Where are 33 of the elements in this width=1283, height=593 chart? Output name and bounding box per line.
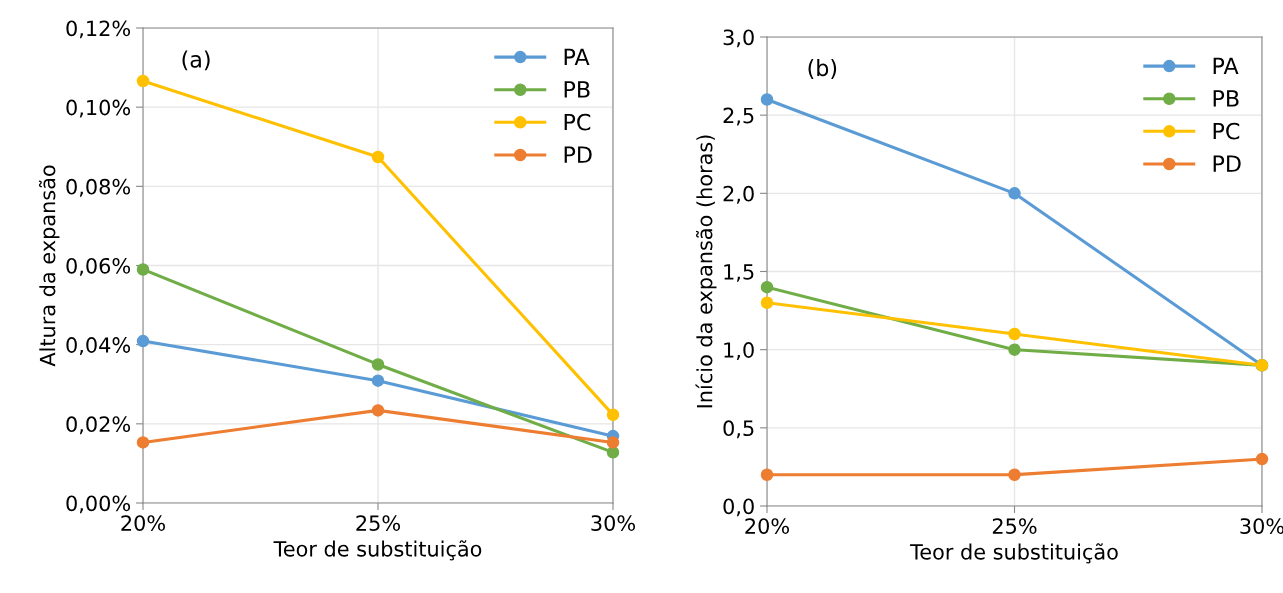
y-tick-label: 0,10%: [66, 99, 131, 118]
x-axis-title: Teor de substituição: [910, 543, 1118, 564]
legend-label: PB: [564, 81, 590, 98]
annotation: (b): [808, 59, 837, 79]
y-tick-label: 1,5: [724, 264, 754, 282]
legend-label: PC: [1213, 122, 1240, 140]
x-axis-title: Teor de substituição: [273, 540, 482, 561]
y-tick-label: 2,0: [723, 185, 754, 204]
y-tick-label: 0,04%: [66, 337, 131, 355]
y-tick-label: 0,5: [723, 420, 754, 439]
x-tick-label: 25%: [356, 515, 400, 531]
legend-label: PC: [564, 113, 591, 131]
y-tick-label: 0,12%: [66, 20, 131, 39]
y-tick-label: 0,02%: [66, 416, 131, 435]
legend-label: PA: [1213, 57, 1239, 74]
x-tick-label: 20%: [745, 518, 789, 534]
x-tick-label: 20%: [121, 515, 165, 531]
y-axis-title: Altura da expansão: [38, 165, 60, 367]
legend-label: PA: [564, 48, 590, 65]
x-tick-label: 25%: [992, 518, 1037, 534]
legend-label: PD: [1213, 155, 1241, 172]
y-tick-label: 0,06%: [66, 257, 131, 276]
y-tick-label: 0,00%: [66, 495, 131, 514]
y-tick-label: 0,0: [723, 498, 754, 517]
y-tick-label: 0,08%: [66, 178, 131, 197]
y-tick-label: 1,0: [724, 342, 754, 360]
y-tick-label: 2,5: [723, 107, 754, 126]
y-axis-title: Início da expansão (horas): [695, 135, 717, 408]
legend-label: PB: [1213, 90, 1239, 107]
y-tick-label: 3,0: [723, 29, 754, 48]
legend-label: PD: [564, 146, 592, 163]
x-tick-label: 30%: [591, 515, 635, 531]
annotation: (a): [182, 50, 210, 71]
